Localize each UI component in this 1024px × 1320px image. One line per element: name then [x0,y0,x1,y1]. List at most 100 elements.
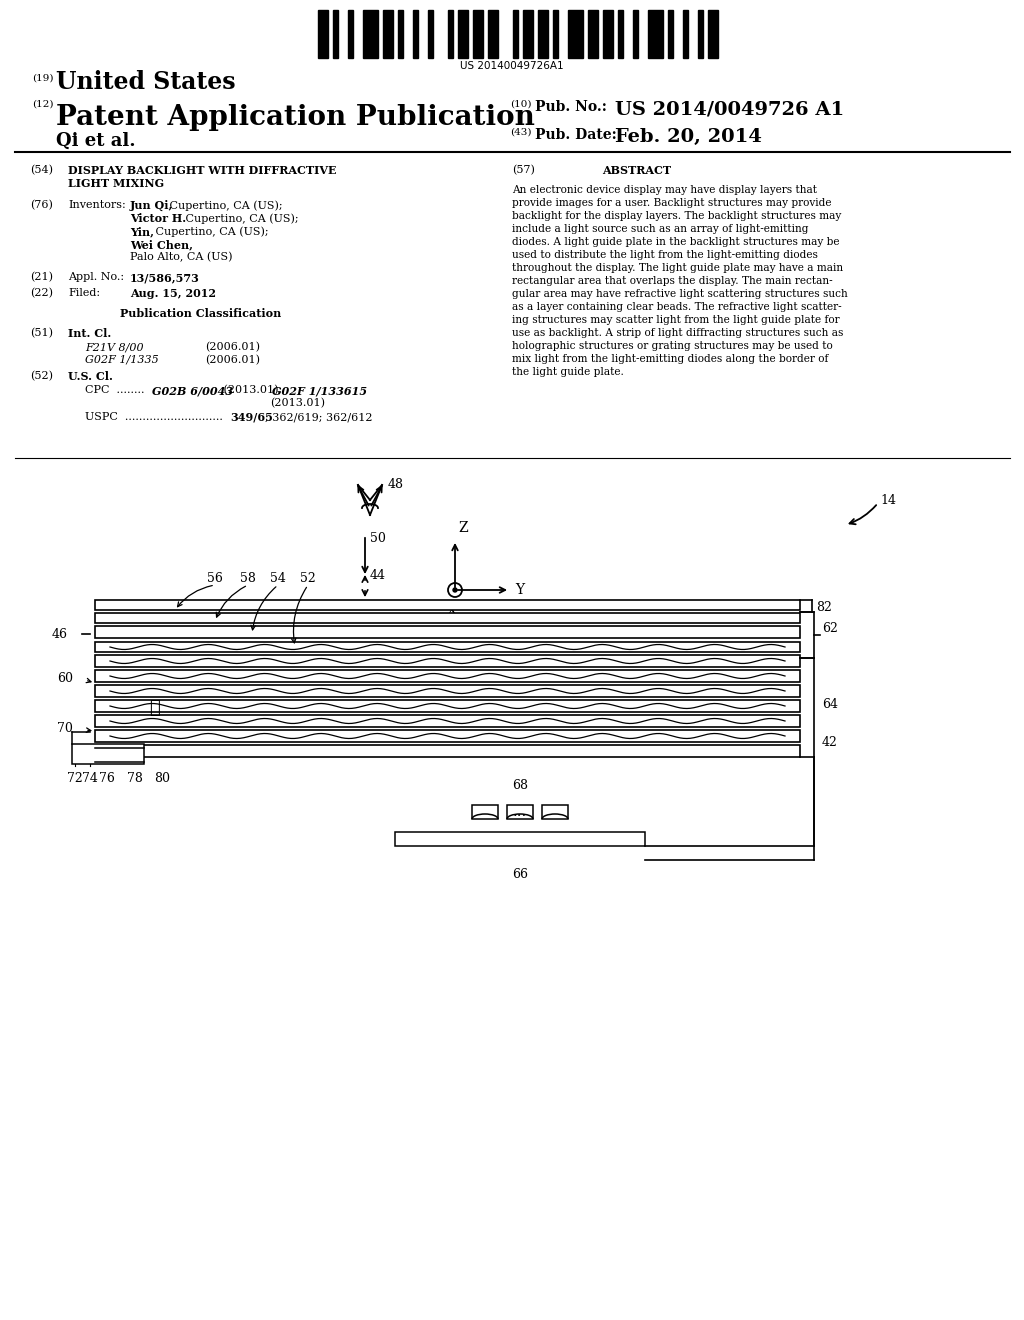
Text: Filed:: Filed: [68,288,100,298]
Bar [95,642,800,652]
Text: (43): (43) [510,128,531,137]
Text: 349/65: 349/65 [230,412,272,422]
Text: US 2014/0049726 A1: US 2014/0049726 A1 [615,100,844,117]
Text: (2013.01): (2013.01) [270,399,325,408]
Text: 70: 70 [57,722,73,735]
Text: 64: 64 [822,698,838,711]
Text: 66: 66 [512,869,528,880]
Text: 44: 44 [370,569,386,582]
Text: G02B 6/0043: G02B 6/0043 [152,385,233,396]
Text: Wei Chen,: Wei Chen, [130,239,193,249]
Text: ...: ... [513,805,527,818]
Bar [95,685,800,697]
Text: Z: Z [458,521,468,535]
Text: 68: 68 [512,779,528,792]
Text: (54): (54) [30,165,53,176]
Text: DISPLAY BACKLIGHT WITH DIFFRACTIVE: DISPLAY BACKLIGHT WITH DIFFRACTIVE [68,165,337,176]
Bar [428,11,433,58]
Bar [95,700,800,711]
Text: (12): (12) [32,100,53,110]
Bar [633,11,638,58]
Bar [348,11,353,58]
Bar [618,11,623,58]
Text: as a layer containing clear beads. The refractive light scatter-: as a layer containing clear beads. The r… [512,302,842,312]
Bar [473,11,483,58]
Text: U.S. Cl.: U.S. Cl. [68,371,113,381]
Bar [513,11,518,58]
Text: 42: 42 [822,737,838,750]
Bar [95,730,800,742]
Bar [413,11,418,58]
Text: Publication Classification: Publication Classification [120,308,282,319]
Bar [95,744,800,756]
Text: 52: 52 [300,572,315,585]
Text: (19): (19) [32,74,53,83]
Bar [603,11,613,58]
Bar [472,805,498,818]
Text: used to distribute the light from the light-emitting diodes: used to distribute the light from the li… [512,249,818,260]
Text: Jun Qi,: Jun Qi, [130,201,173,211]
Text: provide images for a user. Backlight structures may provide: provide images for a user. Backlight str… [512,198,831,209]
Text: Yin,: Yin, [130,226,154,238]
Bar [383,11,393,58]
Bar [95,671,800,682]
Text: (21): (21) [30,272,53,282]
Text: 13/586,573: 13/586,573 [130,272,200,282]
Bar [449,11,453,58]
Text: Patent Application Publication: Patent Application Publication [56,104,535,131]
Text: 46: 46 [52,627,68,640]
Text: 74: 74 [82,772,98,785]
Bar [698,11,703,58]
Text: 76: 76 [99,772,115,785]
Text: (52): (52) [30,371,53,381]
Bar [683,11,688,58]
Bar [568,11,583,58]
Text: Aug. 15, 2012: Aug. 15, 2012 [130,288,216,300]
Circle shape [453,587,457,591]
Text: 60: 60 [57,672,73,685]
Bar [708,11,718,58]
Text: Cupertino, CA (US);: Cupertino, CA (US); [166,201,283,211]
Text: F21V 8/00: F21V 8/00 [85,342,143,352]
Text: (57): (57) [512,165,535,176]
Bar [318,11,328,58]
Text: Qi et al.: Qi et al. [56,132,135,150]
Bar [523,11,534,58]
Bar [95,715,800,727]
Bar [398,11,403,58]
Text: 80: 80 [154,772,170,785]
Text: backlight for the display layers. The backlight structures may: backlight for the display layers. The ba… [512,211,842,220]
Text: 58: 58 [240,572,256,585]
Text: (2006.01): (2006.01) [205,342,260,352]
Text: Palo Alto, CA (US): Palo Alto, CA (US) [130,252,232,263]
Bar [95,601,800,610]
Bar [458,11,468,58]
Text: Cupertino, CA (US);: Cupertino, CA (US); [182,213,299,223]
Text: Int. Cl.: Int. Cl. [68,327,112,339]
Text: (2006.01): (2006.01) [205,355,260,366]
Text: ABSTRACT: ABSTRACT [602,165,671,176]
Bar [333,11,338,58]
Bar [507,805,534,818]
Bar [553,11,558,58]
Text: Pub. No.:: Pub. No.: [535,100,607,114]
Text: LIGHT MIXING: LIGHT MIXING [68,178,164,189]
Text: holographic structures or grating structures may be used to: holographic structures or grating struct… [512,341,833,351]
Text: Inventors:: Inventors: [68,201,126,210]
Bar [538,11,548,58]
Text: Pub. Date:: Pub. Date: [535,128,616,143]
Text: USPC  ............................: USPC ............................ [85,412,223,422]
Text: (22): (22) [30,288,53,298]
Text: 54: 54 [270,572,286,585]
Text: CPC  ........: CPC ........ [85,385,144,395]
Bar [542,805,568,818]
Bar [95,612,800,623]
Text: G02F 1/1335: G02F 1/1335 [85,355,159,366]
Bar [72,744,144,764]
Text: United States: United States [56,70,236,94]
Text: 62: 62 [822,623,838,635]
Text: US 20140049726A1: US 20140049726A1 [460,61,564,71]
Text: 72: 72 [68,772,83,785]
Bar [668,11,673,58]
Text: Appl. No.:: Appl. No.: [68,272,124,282]
